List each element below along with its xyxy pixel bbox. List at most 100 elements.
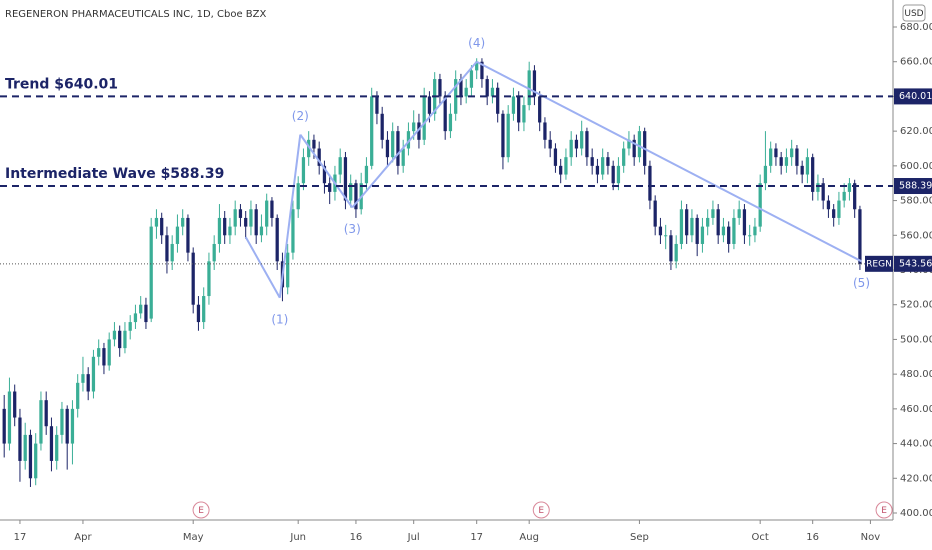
candle-body — [496, 87, 500, 114]
y-tick-label: 600.00 — [900, 161, 932, 172]
earnings-marker — [192, 501, 210, 519]
candle-body — [763, 165, 768, 184]
level-label: Trend $640.01 — [5, 76, 118, 92]
candle-body — [485, 79, 489, 97]
candle-body — [847, 183, 852, 192]
candle-body — [648, 165, 652, 201]
last-price-badge — [894, 255, 932, 272]
y-tick-label: 580.00 — [900, 196, 932, 207]
candle-body — [422, 96, 426, 140]
candle-body — [49, 426, 54, 461]
candle-body — [816, 183, 820, 192]
candle-body — [464, 87, 468, 97]
candle-body — [548, 139, 552, 149]
candle-body — [748, 235, 752, 237]
x-tick-label: Jul — [407, 532, 420, 543]
candle-body — [574, 139, 579, 149]
candle-body — [338, 157, 342, 175]
candle-body — [91, 356, 96, 392]
candle-body — [769, 148, 773, 166]
candle-body — [559, 165, 563, 175]
y-tick-label: 460.00 — [900, 404, 932, 415]
candle-body — [343, 157, 348, 201]
candle-body — [39, 400, 43, 444]
candle-body — [674, 243, 678, 262]
candle-body — [569, 139, 573, 158]
candle-body — [406, 131, 411, 149]
candle-body — [695, 217, 699, 244]
level-badge-text: 588.39 — [899, 181, 932, 192]
candle-body — [616, 165, 621, 184]
candle-body — [517, 96, 521, 123]
x-tick-label: Jun — [289, 532, 306, 543]
candle-body — [501, 113, 505, 158]
candle-body — [86, 374, 90, 392]
candle-body — [658, 226, 663, 236]
candle-body — [28, 434, 33, 479]
candle-body — [217, 217, 222, 244]
candle-body — [606, 157, 610, 166]
candle-body — [832, 209, 836, 218]
candle-body — [81, 374, 85, 383]
candle-body — [732, 217, 736, 244]
candle-body — [70, 408, 75, 444]
candle-body — [454, 79, 458, 114]
candle-body — [564, 157, 568, 175]
candle-body — [753, 226, 757, 236]
candle-body — [469, 70, 474, 88]
currency-box[interactable] — [902, 4, 926, 22]
candle-body — [97, 348, 101, 357]
x-tick-label: Oct — [752, 532, 769, 543]
candle-body — [506, 113, 510, 158]
candle-body — [522, 105, 526, 123]
candle-body — [212, 243, 216, 262]
candle-body — [202, 296, 206, 323]
earnings-label: E — [881, 506, 887, 516]
candle-body — [133, 313, 138, 323]
last-price-text: 543.56 — [899, 258, 932, 269]
candle-body — [590, 157, 594, 166]
candle-body — [144, 304, 148, 323]
candle-body — [322, 165, 327, 184]
candle-body — [112, 330, 117, 340]
candle-body — [13, 391, 17, 418]
candle-body — [354, 183, 358, 210]
candle-body — [301, 157, 306, 184]
candle-body — [349, 183, 353, 201]
candle-body — [118, 330, 122, 349]
x-tick-label: Nov — [861, 532, 881, 543]
candle-body — [553, 148, 558, 166]
candle-body — [128, 322, 132, 331]
y-tick-label: 420.00 — [900, 473, 932, 484]
earnings-label: E — [538, 506, 544, 516]
candle-body — [737, 209, 741, 218]
x-tick-label: May — [183, 532, 204, 543]
candle-body — [417, 122, 421, 140]
candle-body — [207, 261, 211, 297]
candle-body — [448, 113, 453, 132]
candle-body — [443, 96, 447, 132]
candle-body — [34, 443, 38, 479]
candle-body — [270, 200, 274, 218]
candle-body — [779, 157, 783, 166]
wave-label: (2) — [292, 109, 309, 123]
symbol-badge-text: REGN — [866, 259, 892, 269]
candle-body — [244, 217, 248, 227]
candle-body — [716, 209, 720, 236]
candle-body — [427, 96, 432, 114]
y-tick-label: 400.00 — [900, 508, 932, 519]
candle-body — [664, 235, 668, 237]
candle-body — [228, 226, 232, 236]
candle-body — [181, 217, 185, 227]
candle-body — [800, 165, 804, 175]
symbol-badge — [865, 255, 893, 272]
candle-body — [191, 252, 195, 305]
candle-body — [370, 96, 374, 166]
candle-body — [580, 131, 584, 149]
wave-line — [476, 60, 862, 263]
y-tick-label: 680.00 — [900, 22, 932, 33]
candle-body — [186, 217, 190, 253]
candle-body — [853, 183, 857, 210]
wave-label: (5) — [853, 276, 870, 290]
